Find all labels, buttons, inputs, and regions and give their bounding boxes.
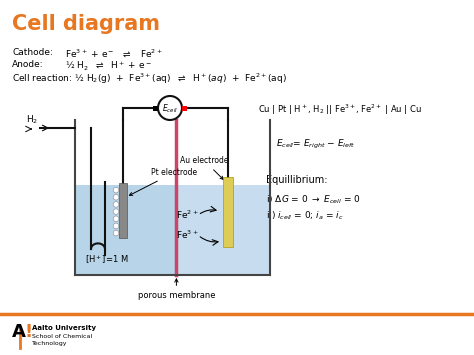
Text: Au electrode: Au electrode [180,156,228,179]
Circle shape [113,209,119,214]
Text: School of Chemical: School of Chemical [32,334,92,339]
Text: A: A [12,323,26,341]
Text: Pt electrode: Pt electrode [129,168,197,195]
Circle shape [113,195,119,200]
Circle shape [113,202,119,207]
Bar [119,183,127,238]
Text: Cell diagram: Cell diagram [12,14,160,34]
Circle shape [113,230,119,236]
Text: Fe$^{3+}$: Fe$^{3+}$ [176,229,199,241]
Text: $E_{cell}$: $E_{cell}$ [162,103,178,115]
Text: H$_2$: H$_2$ [26,114,38,126]
Polygon shape [176,185,270,275]
Text: $E_{cell}$= $E_{right}$ $-$ $E_{left}$: $E_{cell}$= $E_{right}$ $-$ $E_{left}$ [276,138,356,151]
Text: Aalto University: Aalto University [32,325,96,331]
Text: [H$^+$]=1 M: [H$^+$]=1 M [85,254,128,266]
Text: Anode:: Anode: [12,60,44,69]
Text: !: ! [24,323,32,341]
Bar [182,105,187,110]
Circle shape [158,96,182,120]
Text: ½ H$_2$  $\rightleftharpoons$  H$^+$ + e$^-$: ½ H$_2$ $\rightleftharpoons$ H$^+$ + e$^… [65,60,152,73]
Text: Fe$^{3+}$ + e$^-$  $\rightleftharpoons$   Fe$^{2+}$: Fe$^{3+}$ + e$^-$ $\rightleftharpoons$ F… [65,48,163,60]
Text: Technology: Technology [32,341,67,346]
Circle shape [113,187,119,193]
Circle shape [113,223,119,229]
Text: ii) $i_{cell}$ = 0; $i_a$ = $i_c$: ii) $i_{cell}$ = 0; $i_a$ = $i_c$ [266,210,344,223]
Text: Equillibrium:: Equillibrium: [266,175,328,185]
Circle shape [113,216,119,222]
Bar [223,177,233,247]
Text: porous membrane: porous membrane [137,279,215,300]
Text: Fe$^{2+}$: Fe$^{2+}$ [176,209,199,221]
Text: i) $\Delta G$ = 0 $\rightarrow$ $E_{cell}$ = 0: i) $\Delta G$ = 0 $\rightarrow$ $E_{cell… [266,193,361,206]
Bar [153,105,158,110]
Text: Cathode:: Cathode: [12,48,53,57]
Text: Cell reaction: ½ H$_2$(g)  +  Fe$^{3+}$(aq)  $\rightleftharpoons$  H$^+(aq)$  + : Cell reaction: ½ H$_2$(g) + Fe$^{3+}$(aq… [12,72,287,86]
Polygon shape [75,185,270,275]
Text: Cu | Pt | H$^+$, H$_2$ || Fe$^{3+}$, Fe$^{2+}$ | Au | Cu: Cu | Pt | H$^+$, H$_2$ || Fe$^{3+}$, Fe$… [258,103,422,118]
